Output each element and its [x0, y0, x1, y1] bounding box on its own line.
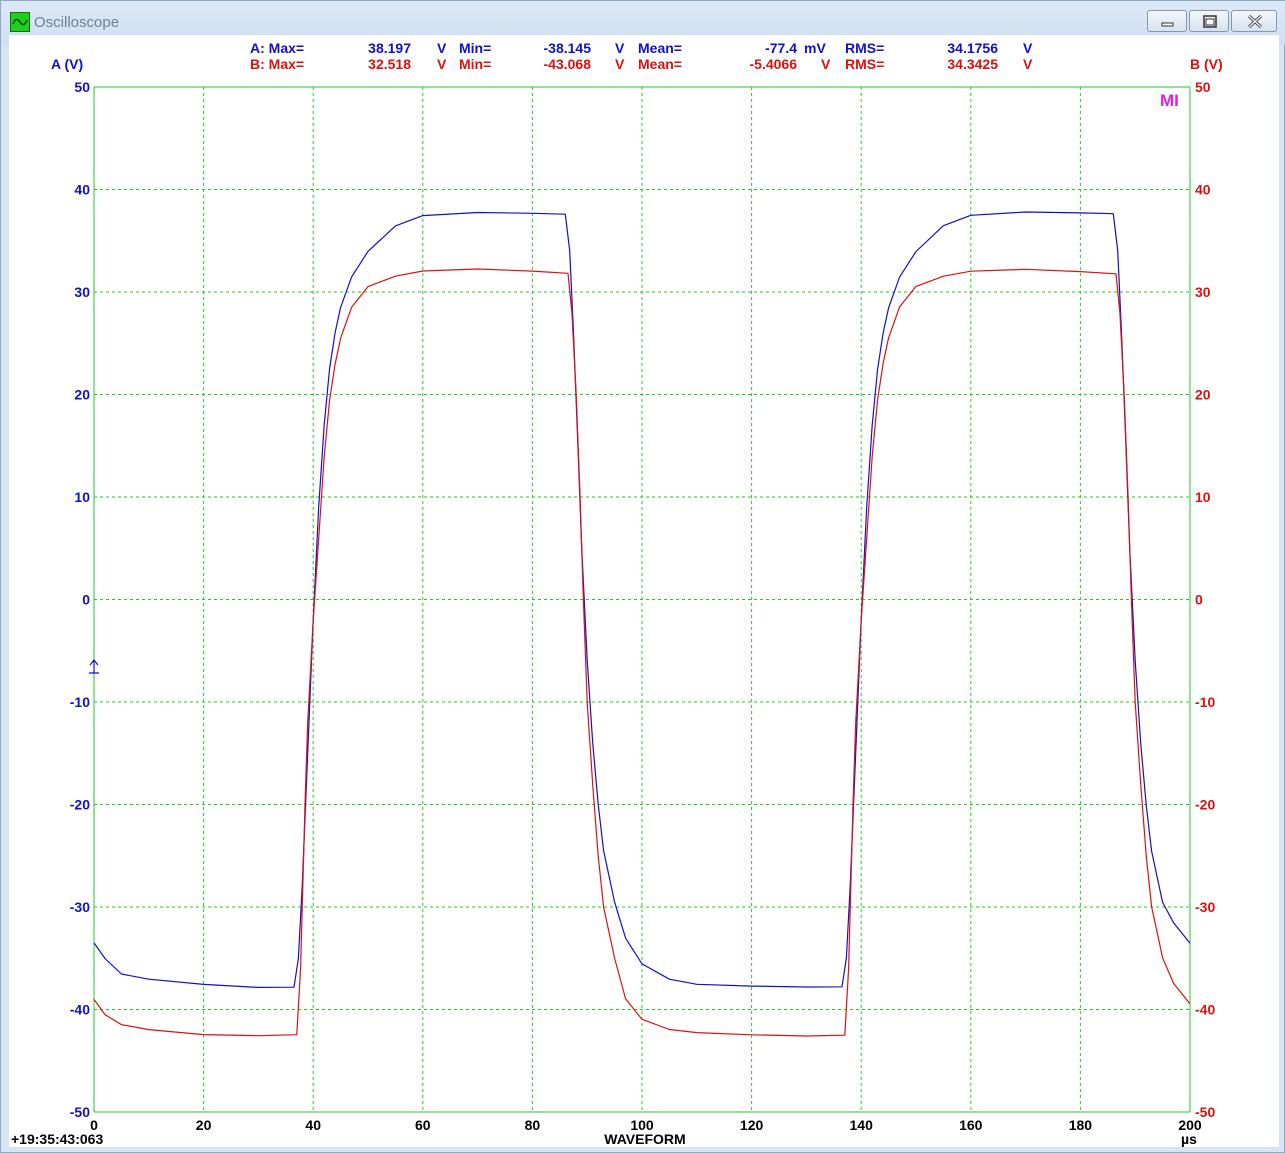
y-left-tick-label: -50 [70, 1104, 90, 1120]
stat-a-mean: -77.4 [765, 40, 797, 56]
stats-channel-b: B: Max= 32.518 V Min= -43.068 V Mean= -5… [250, 56, 1033, 72]
y-left-tick-label: 50 [74, 79, 90, 95]
x-tick-label: 180 [1069, 1117, 1093, 1133]
stat-a-min-label: Min= [459, 40, 491, 56]
stat-b-rms-unit: V [1023, 56, 1033, 72]
y-right-axis-label: B (V) [1190, 56, 1223, 72]
marker-label: MI [1160, 91, 1179, 110]
series-a-line [93, 211, 1191, 988]
y-left-axis-label: A (V) [51, 56, 83, 72]
y-right-tick-label: -50 [1195, 1104, 1215, 1120]
stat-a-rms-label: RMS= [845, 40, 884, 56]
y-right-tick-label: 10 [1195, 489, 1211, 505]
minimize-button[interactable] [1147, 10, 1187, 32]
y-right-tick-label: 20 [1195, 387, 1211, 403]
x-tick-label: 160 [959, 1117, 983, 1133]
stat-a-min: -38.145 [544, 40, 592, 56]
y-left-tick-label: 0 [82, 592, 90, 608]
y-right-tick-label: -20 [1195, 797, 1215, 813]
stat-b-mean-label: Mean= [638, 56, 682, 72]
stat-b-min: -43.068 [544, 56, 592, 72]
x-axis-unit: µs [1181, 1131, 1197, 1147]
x-tick-label: 140 [850, 1117, 874, 1133]
scope-chart[interactable]: A: Max= 38.197 V Min= -38.145 V Mean= -7… [9, 35, 1279, 1147]
x-tick-label: 200 [1178, 1117, 1202, 1133]
waveforms [93, 211, 1191, 1037]
stat-b-min-unit: V [615, 56, 625, 72]
stat-b-max-unit: V [437, 56, 447, 72]
stat-b-max: 32.518 [368, 56, 411, 72]
stat-a-min-unit: V [615, 40, 625, 56]
y-right-tick-label: 50 [1195, 79, 1211, 95]
timestamp: +19:35:43:063 [11, 1131, 103, 1147]
x-tick-label: 120 [740, 1117, 764, 1133]
stat-a-max: 38.197 [368, 40, 411, 56]
minimize-icon [1161, 22, 1174, 27]
y-left-tick-label: 10 [74, 489, 90, 505]
stat-b-label: B: Max= [250, 56, 304, 72]
y-left-tick-label: 20 [74, 387, 90, 403]
y-left-tick-label: -10 [70, 694, 90, 710]
grid [93, 86, 1191, 1113]
stat-b-rms-label: RMS= [845, 56, 884, 72]
y-right-tick-label: 0 [1195, 592, 1203, 608]
stat-a-rms: 34.1756 [947, 40, 998, 56]
oscilloscope-icon [10, 12, 30, 32]
x-tick-label: 40 [305, 1117, 321, 1133]
y-right-tick-label: 40 [1195, 182, 1211, 198]
y-left-tick-label: -40 [70, 1002, 90, 1018]
stat-a-label: A: Max= [250, 40, 304, 56]
y-right-tick-label: -10 [1195, 694, 1215, 710]
scope-client-area: A: Max= 38.197 V Min= -38.145 V Mean= -7… [9, 35, 1279, 1147]
maximize-icon [1203, 15, 1217, 28]
chart-title: WAVEFORM [604, 1131, 685, 1147]
close-button[interactable] [1231, 10, 1277, 32]
stats-channel-a: A: Max= 38.197 V Min= -38.145 V Mean= -7… [250, 40, 1033, 56]
stat-b-mean-unit: V [821, 56, 831, 72]
stat-b-min-label: Min= [459, 56, 491, 72]
x-tick-label: 20 [196, 1117, 212, 1133]
y-right-tick-label: 30 [1195, 284, 1211, 300]
x-tick-label: 60 [415, 1117, 431, 1133]
stat-a-mean-label: Mean= [638, 40, 682, 56]
trigger-marker-icon[interactable] [89, 659, 99, 674]
y-left-tick-label: -20 [70, 797, 90, 813]
stat-a-rms-unit: V [1023, 40, 1033, 56]
x-tick-label: 100 [630, 1117, 654, 1133]
x-tick-label: 0 [90, 1117, 98, 1133]
window-title: Oscilloscope [34, 14, 120, 31]
stat-a-max-unit: V [437, 40, 447, 56]
stat-a-mean-unit: mV [804, 40, 826, 56]
y-left-tick-label: 40 [74, 182, 90, 198]
stat-b-mean: -5.4066 [750, 56, 798, 72]
series-b-line [93, 268, 1191, 1037]
close-icon [1247, 14, 1263, 29]
stat-b-rms: 34.3425 [947, 56, 998, 72]
maximize-button[interactable] [1189, 10, 1229, 32]
y-right-tick-label: -40 [1195, 1002, 1215, 1018]
y-left-tick-label: 30 [74, 284, 90, 300]
x-tick-label: 80 [525, 1117, 541, 1133]
y-left-tick-label: -30 [70, 899, 90, 915]
y-right-tick-label: -30 [1195, 899, 1215, 915]
